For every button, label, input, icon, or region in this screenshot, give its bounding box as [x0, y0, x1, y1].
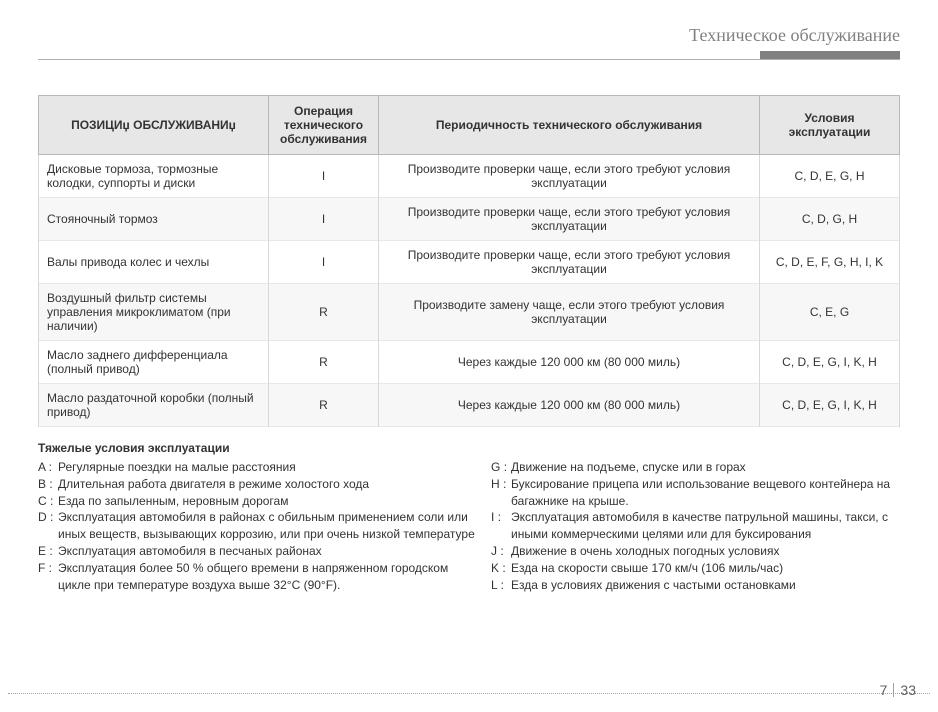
cell-conditions: C, D, E, G, I, K, H — [760, 341, 900, 384]
conditions-block: A :Регулярные поездки на малые расстояни… — [38, 459, 900, 593]
condition-item: D :Эксплуатация автомобиля в районах с о… — [38, 509, 481, 543]
page-number: 7 33 — [880, 682, 916, 698]
condition-item: B :Длительная работа двигателя в режиме … — [38, 476, 481, 493]
page-header: Техническое обслуживание — [38, 25, 900, 65]
col-header-periodicity: Периодичность технического обслуживания — [379, 96, 760, 155]
main-content: ПОЗИЦИџ ОБСЛУЖИВАНИџ Операция техническо… — [38, 95, 900, 593]
table-row: Масло раздаточной коробки (полный привод… — [39, 384, 900, 427]
table-row: Стояночный тормозIПроизводите проверки ч… — [39, 198, 900, 241]
cell-conditions: C, D, E, F, G, H, I, K — [760, 241, 900, 284]
cell-position: Масло заднего дифференциала (полный прив… — [39, 341, 269, 384]
condition-text: Езда по запыленным, неровным дорогам — [58, 493, 481, 510]
cell-periodicity: Производите проверки чаще, если этого тр… — [379, 155, 760, 198]
condition-item: J :Движение в очень холодных погодных ус… — [491, 543, 900, 560]
cell-conditions: C, D, G, H — [760, 198, 900, 241]
condition-item: H :Буксирование прицепа или использовани… — [491, 476, 900, 510]
cell-position: Стояночный тормоз — [39, 198, 269, 241]
page-number-minor: 33 — [900, 682, 916, 698]
table-row: Масло заднего дифференциала (полный прив… — [39, 341, 900, 384]
condition-text: Езда в условиях движения с частыми остан… — [511, 577, 900, 594]
condition-key: J : — [491, 543, 511, 560]
condition-key: E : — [38, 543, 58, 560]
condition-item: E :Эксплуатация автомобиля в песчаных ра… — [38, 543, 481, 560]
cell-operation: R — [269, 341, 379, 384]
condition-text: Эксплуатация более 50 % общего времени в… — [58, 560, 481, 594]
condition-text: Движение на подъеме, спуске или в горах — [511, 459, 900, 476]
condition-item: I :Эксплуатация автомобиля в качестве па… — [491, 509, 900, 543]
table-row: Валы привода колес и чехлыIПроизводите п… — [39, 241, 900, 284]
cell-conditions: C, D, E, G, H — [760, 155, 900, 198]
condition-text: Движение в очень холодных погодных услов… — [511, 543, 900, 560]
conditions-column-right: G :Движение на подъеме, спуске или в гор… — [491, 459, 900, 593]
accent-bar — [760, 51, 900, 59]
condition-text: Эксплуатация автомобиля в качестве патру… — [511, 509, 900, 543]
condition-key: B : — [38, 476, 58, 493]
table-row: Дисковые тормоза, тормозные колодки, суп… — [39, 155, 900, 198]
cell-operation: R — [269, 384, 379, 427]
header-rule — [38, 59, 900, 60]
condition-key: G : — [491, 459, 511, 476]
cell-operation: I — [269, 241, 379, 284]
cell-operation: I — [269, 198, 379, 241]
condition-key: A : — [38, 459, 58, 476]
cell-position: Дисковые тормоза, тормозные колодки, суп… — [39, 155, 269, 198]
condition-text: Эксплуатация автомобиля в районах с обил… — [58, 509, 481, 543]
condition-text: Регулярные поездки на малые расстояния — [58, 459, 481, 476]
condition-item: G :Движение на подъеме, спуске или в гор… — [491, 459, 900, 476]
table-row: Воздушный фильтр системы управления микр… — [39, 284, 900, 341]
condition-text: Езда на скорости свыше 170 км/ч (106 мил… — [511, 560, 900, 577]
condition-item: F :Эксплуатация более 50 % общего времен… — [38, 560, 481, 594]
table-header-row: ПОЗИЦИџ ОБСЛУЖИВАНИџ Операция техническо… — [39, 96, 900, 155]
condition-text: Эксплуатация автомобиля в песчаных район… — [58, 543, 481, 560]
cell-conditions: C, E, G — [760, 284, 900, 341]
condition-item: C :Езда по запыленным, неровным дорогам — [38, 493, 481, 510]
page: Техническое обслуживание ПОЗИЦИџ ОБСЛУЖИ… — [0, 0, 938, 712]
condition-item: L :Езда в условиях движения с частыми ос… — [491, 577, 900, 594]
cell-position: Валы привода колес и чехлы — [39, 241, 269, 284]
col-header-conditions: Условия эксплуатации — [760, 96, 900, 155]
condition-text: Буксирование прицепа или использование в… — [511, 476, 900, 510]
page-number-separator — [893, 683, 894, 697]
cell-periodicity: Производите замену чаще, если этого треб… — [379, 284, 760, 341]
section-title: Техническое обслуживание — [689, 25, 900, 46]
condition-key: C : — [38, 493, 58, 510]
footer-dotted-line — [8, 693, 930, 694]
condition-key: F : — [38, 560, 58, 594]
cell-periodicity: Через каждые 120 000 км (80 000 миль) — [379, 341, 760, 384]
cell-operation: R — [269, 284, 379, 341]
condition-key: K : — [491, 560, 511, 577]
col-header-position: ПОЗИЦИџ ОБСЛУЖИВАНИџ — [39, 96, 269, 155]
condition-item: K :Езда на скорости свыше 170 км/ч (106 … — [491, 560, 900, 577]
condition-item: A :Регулярные поездки на малые расстояни… — [38, 459, 481, 476]
page-footer: 7 33 — [0, 693, 938, 694]
page-number-major: 7 — [880, 682, 888, 698]
condition-key: L : — [491, 577, 511, 594]
condition-text: Длительная работа двигателя в режиме хол… — [58, 476, 481, 493]
col-header-operation: Операция технического обслуживания — [269, 96, 379, 155]
condition-key: I : — [491, 509, 511, 543]
cell-conditions: C, D, E, G, I, K, H — [760, 384, 900, 427]
condition-key: D : — [38, 509, 58, 543]
cell-operation: I — [269, 155, 379, 198]
cell-periodicity: Производите проверки чаще, если этого тр… — [379, 198, 760, 241]
condition-key: H : — [491, 476, 511, 510]
conditions-column-left: A :Регулярные поездки на малые расстояни… — [38, 459, 491, 593]
severe-title: Тяжелые условия эксплуатации — [38, 441, 900, 455]
cell-position: Воздушный фильтр системы управления микр… — [39, 284, 269, 341]
cell-periodicity: Производите проверки чаще, если этого тр… — [379, 241, 760, 284]
cell-periodicity: Через каждые 120 000 км (80 000 миль) — [379, 384, 760, 427]
cell-position: Масло раздаточной коробки (полный привод… — [39, 384, 269, 427]
maintenance-table: ПОЗИЦИџ ОБСЛУЖИВАНИџ Операция техническо… — [38, 95, 900, 427]
